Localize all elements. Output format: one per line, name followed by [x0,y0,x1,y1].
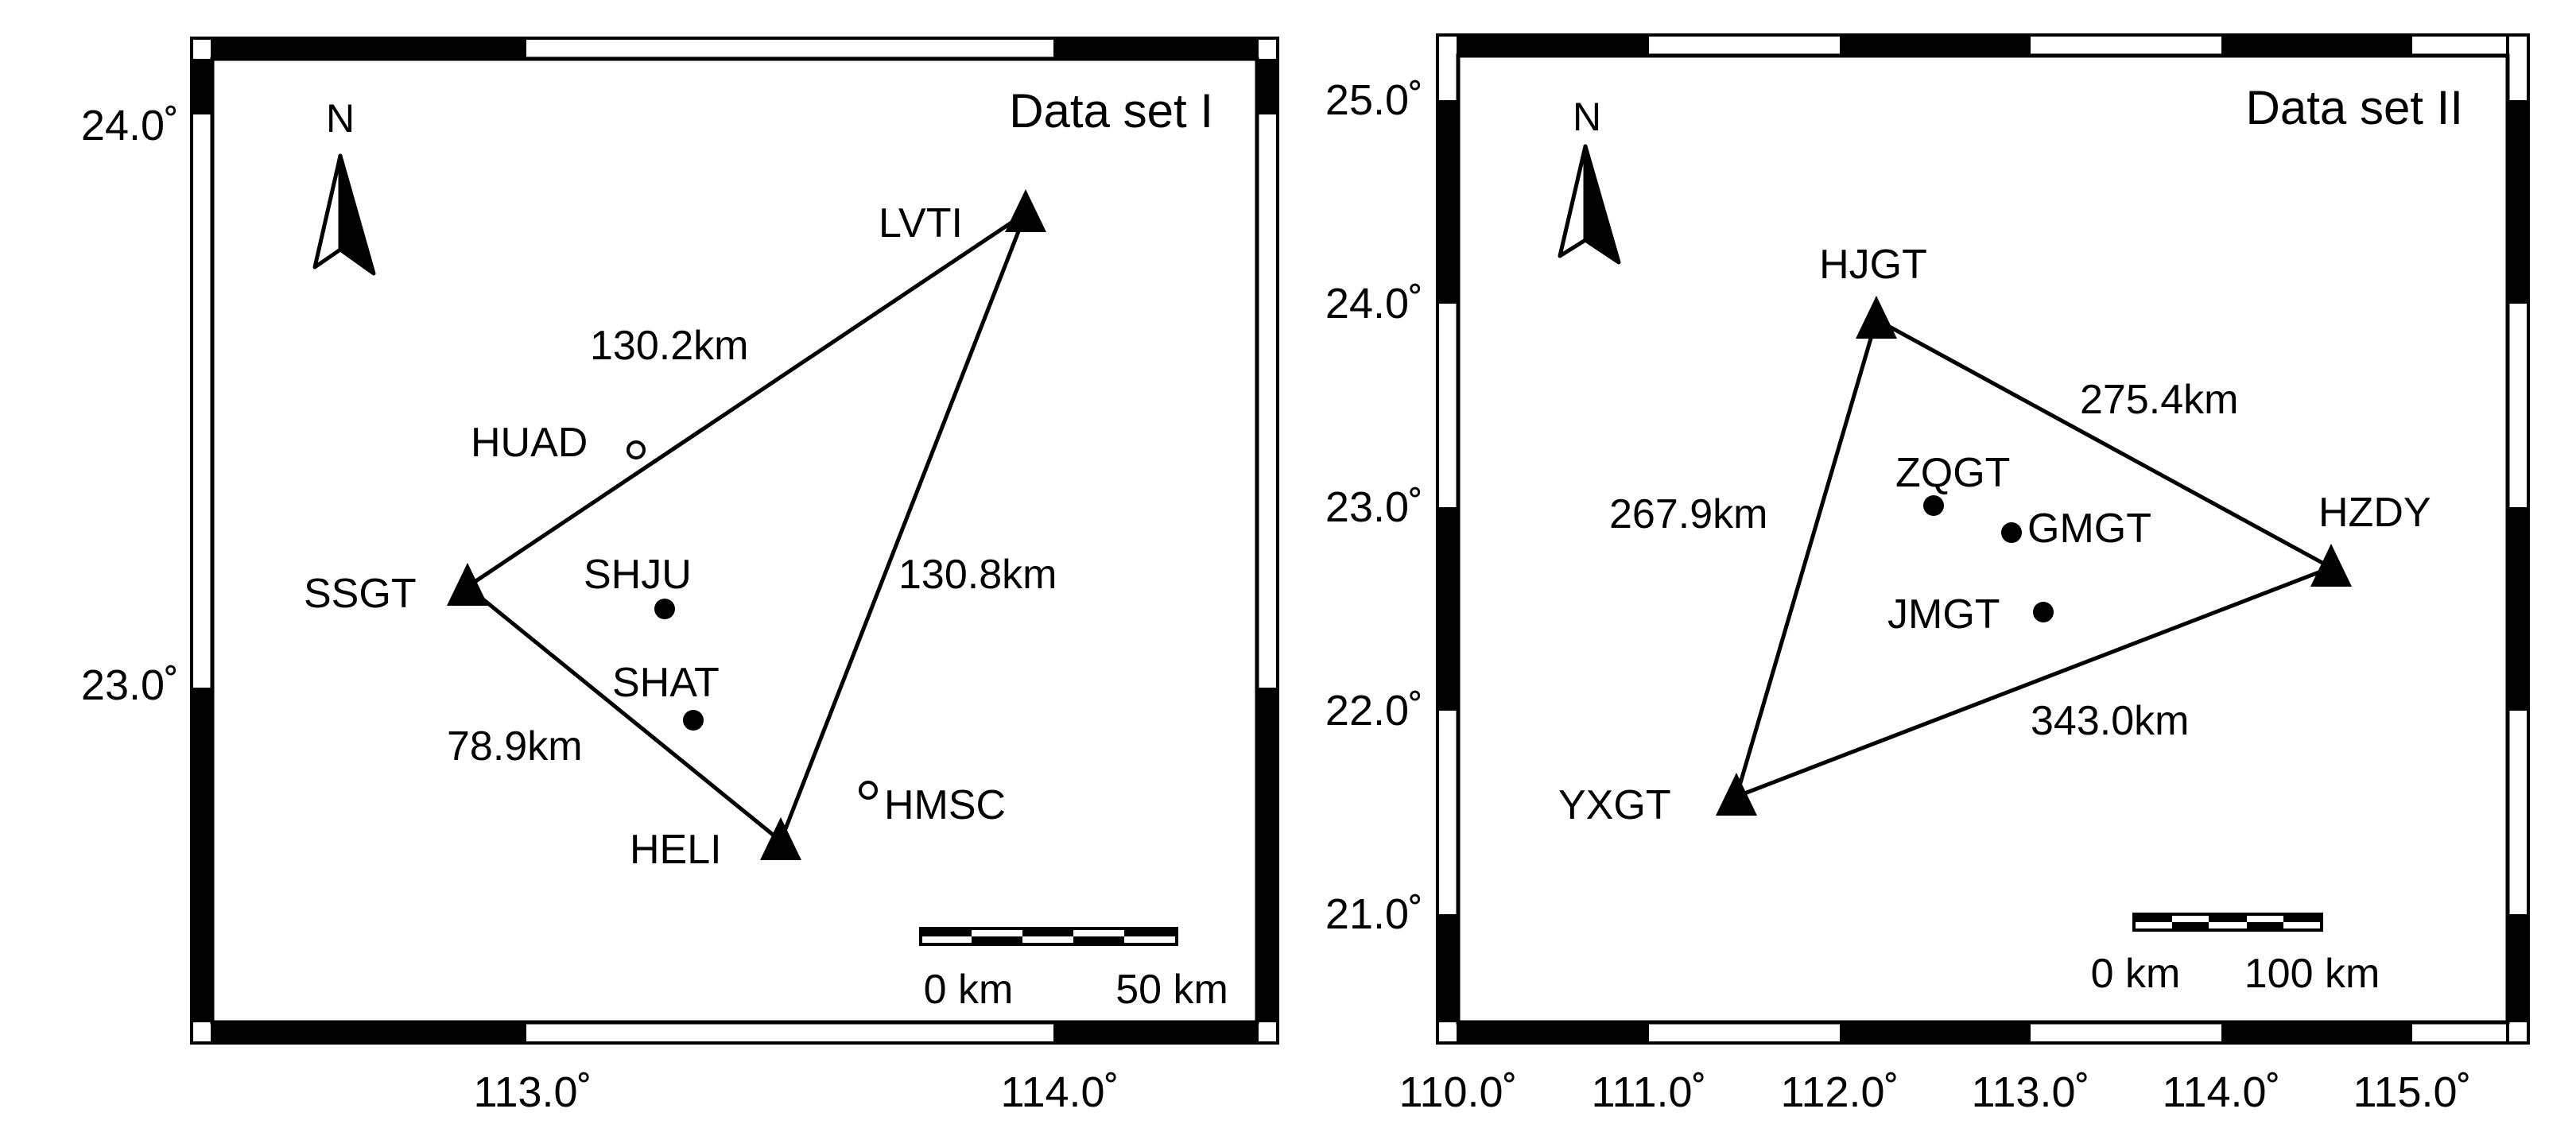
map-title: Data set I [1009,84,1213,138]
station-label: GMGT [2027,506,2151,552]
station-filled-circle-marker [2033,602,2054,622]
station-label: JMGT [1887,591,2000,638]
lat-tick-label: 24.0˚ [81,102,179,149]
north-arrow-icon [312,153,376,276]
lat-tick-label: 23.0˚ [81,661,179,709]
station-label: YXGT [1558,782,1671,828]
lat-tick-label: 22.0˚ [1325,687,1423,735]
station-filled-circle-marker [683,710,704,731]
lon-tick-label: 113.0˚ [473,1068,592,1116]
lon-tick-label: 110.0˚ [1399,1068,1517,1116]
lat-tick-label: 23.0˚ [1325,483,1423,531]
map-data-set-1: 113.0˚ 114.0˚ 24.0˚ 23.0˚ Data set I N 1… [81,37,1279,1116]
station-triangle-marker [1005,189,1046,232]
station-triangle-marker [760,817,801,860]
lon-tick-label: 112.0˚ [1780,1068,1899,1116]
station-link-line [1734,319,1879,797]
station-filled-circle-marker [1923,495,1944,516]
lat-tick-label: 25.0˚ [1325,76,1423,124]
distance-label: 130.8km [898,552,1057,598]
lat-tick-label: 21.0˚ [1325,890,1423,938]
map-title: Data set II [2246,81,2463,134]
station-link-line [466,585,782,843]
station-link-line [1736,565,2332,799]
station-label: ZQGT [1895,450,2010,496]
station-open-circle-marker [627,440,646,459]
station-label: SHAT [612,660,720,706]
lon-tick-label: 115.0˚ [2353,1068,2471,1116]
north-label: N [1573,95,1601,139]
station-link-line [466,211,1027,589]
station-label: HMSC [884,782,1006,828]
station-triangle-marker [1716,773,1757,816]
station-link-line [1875,317,2333,570]
lon-tick-label: 111.0˚ [1591,1068,1706,1116]
lon-tick-label: 114.0˚ [1000,1068,1119,1116]
station-open-circle-marker [859,781,878,800]
scale-bar-start-label: 0 km [2091,951,2181,997]
station-label: HJGT [1819,242,1927,288]
station-label: SHJU [584,552,692,598]
distance-label: 343.0km [2031,698,2189,744]
scale-bar [919,927,1178,946]
scale-bar-end-label: 100 km [2244,951,2380,997]
map-data-set-2: 110.0˚ 111.0˚ 112.0˚ 113.0˚ 114.0˚ 115.0… [1325,33,2530,1116]
station-filled-circle-marker [654,599,675,619]
distance-label: 267.9km [1609,491,1767,537]
station-label: HELI [630,827,722,873]
scale-bar-end-label: 50 km [1115,967,1228,1013]
distance-label: 78.9km [447,723,583,770]
scale-bar [2132,913,2323,932]
station-link-line [778,212,1028,842]
map-frame [190,37,1279,1045]
station-filled-circle-marker [2001,522,2022,543]
station-label: LVTI [879,200,963,246]
station-label: HZDY [2318,490,2431,536]
lon-tick-label: 114.0˚ [2162,1068,2280,1116]
scale-bar-start-label: 0 km [924,967,1014,1013]
distance-label: 275.4km [2080,377,2238,423]
distance-label: 130.2km [590,323,748,369]
lat-tick-label: 24.0˚ [1325,280,1423,328]
station-label: SSGT [304,571,417,617]
north-label: N [326,96,355,141]
station-triangle-marker [1856,296,1897,339]
map-frame [1436,33,2530,1045]
north-arrow-icon [1558,144,1621,265]
station-label: HUAD [471,420,588,466]
station-triangle-marker [447,563,488,606]
lon-tick-label: 113.0˚ [1971,1068,2089,1116]
station-triangle-marker [2310,544,2352,587]
